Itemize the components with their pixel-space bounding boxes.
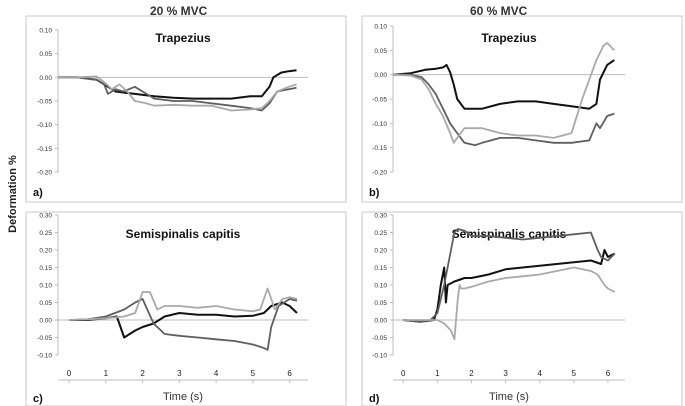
y-tick-label: -0.05: [372, 335, 387, 342]
panel-letter-2: b): [369, 187, 380, 199]
panel-frame-4: [361, 211, 683, 406]
series-line-2-1: [392, 59, 615, 110]
y-tick-label: 0.00: [374, 72, 387, 79]
y-tick-label: 0.10: [374, 283, 387, 290]
series-line-4-3: [403, 266, 616, 341]
panel-title-3: Semispinalis capitis: [126, 227, 241, 241]
series-line-2-3: [392, 42, 615, 144]
y-tick-label: 0.10: [39, 283, 52, 290]
series-line-4-2: [403, 228, 616, 323]
panel-title-1: Trapezius: [155, 31, 211, 45]
y-tick-label: -0.05: [37, 335, 52, 342]
y-tick-label: -0.15: [372, 145, 387, 152]
series-line-1-3: [58, 75, 297, 112]
y-tick-label: -0.10: [372, 121, 387, 128]
y-tick-label: 0.05: [374, 48, 387, 55]
x-tick-label: 5: [572, 369, 577, 378]
column-title-right: 60 % MVC: [470, 4, 528, 18]
x-tick-label: 4: [214, 369, 219, 378]
y-tick-label: 0.25: [39, 230, 52, 237]
x-tick-label: 2: [469, 369, 474, 378]
y-tick-label: 0.00: [374, 318, 387, 325]
x-tick-label: 6: [606, 369, 611, 378]
panel-frame-2: [361, 15, 683, 203]
series-line-4-1: [403, 249, 616, 323]
x-tick-label: 0: [401, 369, 406, 378]
y-tick-label: 0.10: [39, 28, 52, 35]
series-line-3-2: [68, 298, 298, 351]
series-line-1-1: [58, 69, 297, 100]
panel-letter-4: d): [369, 393, 380, 405]
y-tick-label: 0.25: [374, 230, 387, 237]
y-tick-label: 0.10: [374, 24, 387, 31]
y-tick-label: 0.20: [374, 248, 387, 255]
y-tick-label: 0.30: [374, 213, 387, 220]
panel-frame-1: [25, 15, 347, 203]
y-tick-label: -0.20: [372, 170, 387, 177]
x-axis-title: Time (s): [163, 391, 203, 403]
x-tick-label: 1: [435, 369, 440, 378]
y-tick-label: 0.05: [39, 51, 52, 58]
x-tick-label: 0: [67, 369, 72, 378]
y-tick-label: 0.05: [39, 300, 52, 307]
x-tick-label: 5: [251, 369, 256, 378]
y-tick-label: -0.15: [37, 146, 52, 153]
y-tick-label: 0.05: [374, 300, 387, 307]
y-tick-label: -0.20: [37, 170, 52, 177]
series-line-2-2: [393, 73, 615, 147]
y-tick-label: 0.30: [39, 213, 52, 220]
x-tick-label: 2: [140, 369, 145, 378]
x-tick-label: 3: [177, 369, 182, 378]
y-tick-label: 0.20: [39, 248, 52, 255]
y-tick-label: 0.00: [39, 318, 52, 325]
y-tick-label: -0.10: [372, 353, 387, 360]
y-tick-label: -0.10: [37, 122, 52, 129]
y-tick-label: -0.05: [37, 99, 52, 106]
y-tick-label: -0.10: [37, 353, 52, 360]
x-tick-label: 4: [537, 369, 542, 378]
series-line-3-3: [68, 287, 298, 321]
panel-frame-3: [25, 211, 347, 406]
y-tick-label: 0.15: [39, 265, 52, 272]
panel-letter-3: c): [33, 393, 43, 405]
x-tick-label: 6: [287, 369, 292, 378]
y-tick-label: 0.15: [374, 265, 387, 272]
panel-title-2: Trapezius: [481, 31, 537, 45]
column-title-left: 20 % MVC: [150, 4, 208, 18]
y-tick-label: -0.05: [372, 97, 387, 104]
y-tick-label: 0.00: [39, 75, 52, 82]
series-line-1-2: [58, 76, 297, 112]
x-tick-label: 1: [104, 369, 109, 378]
panel-letter-1: a): [33, 187, 43, 199]
x-tick-label: 3: [503, 369, 508, 378]
x-axis-title: Time (s): [489, 391, 529, 403]
